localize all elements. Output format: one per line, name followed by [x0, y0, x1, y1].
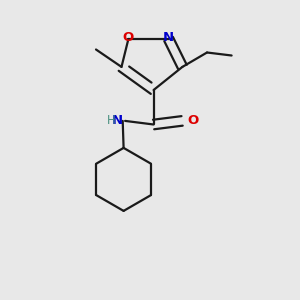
Text: O: O: [123, 31, 134, 44]
Text: H: H: [106, 114, 115, 127]
Text: N: N: [112, 114, 123, 127]
Text: N: N: [163, 31, 174, 44]
Text: O: O: [187, 114, 198, 128]
